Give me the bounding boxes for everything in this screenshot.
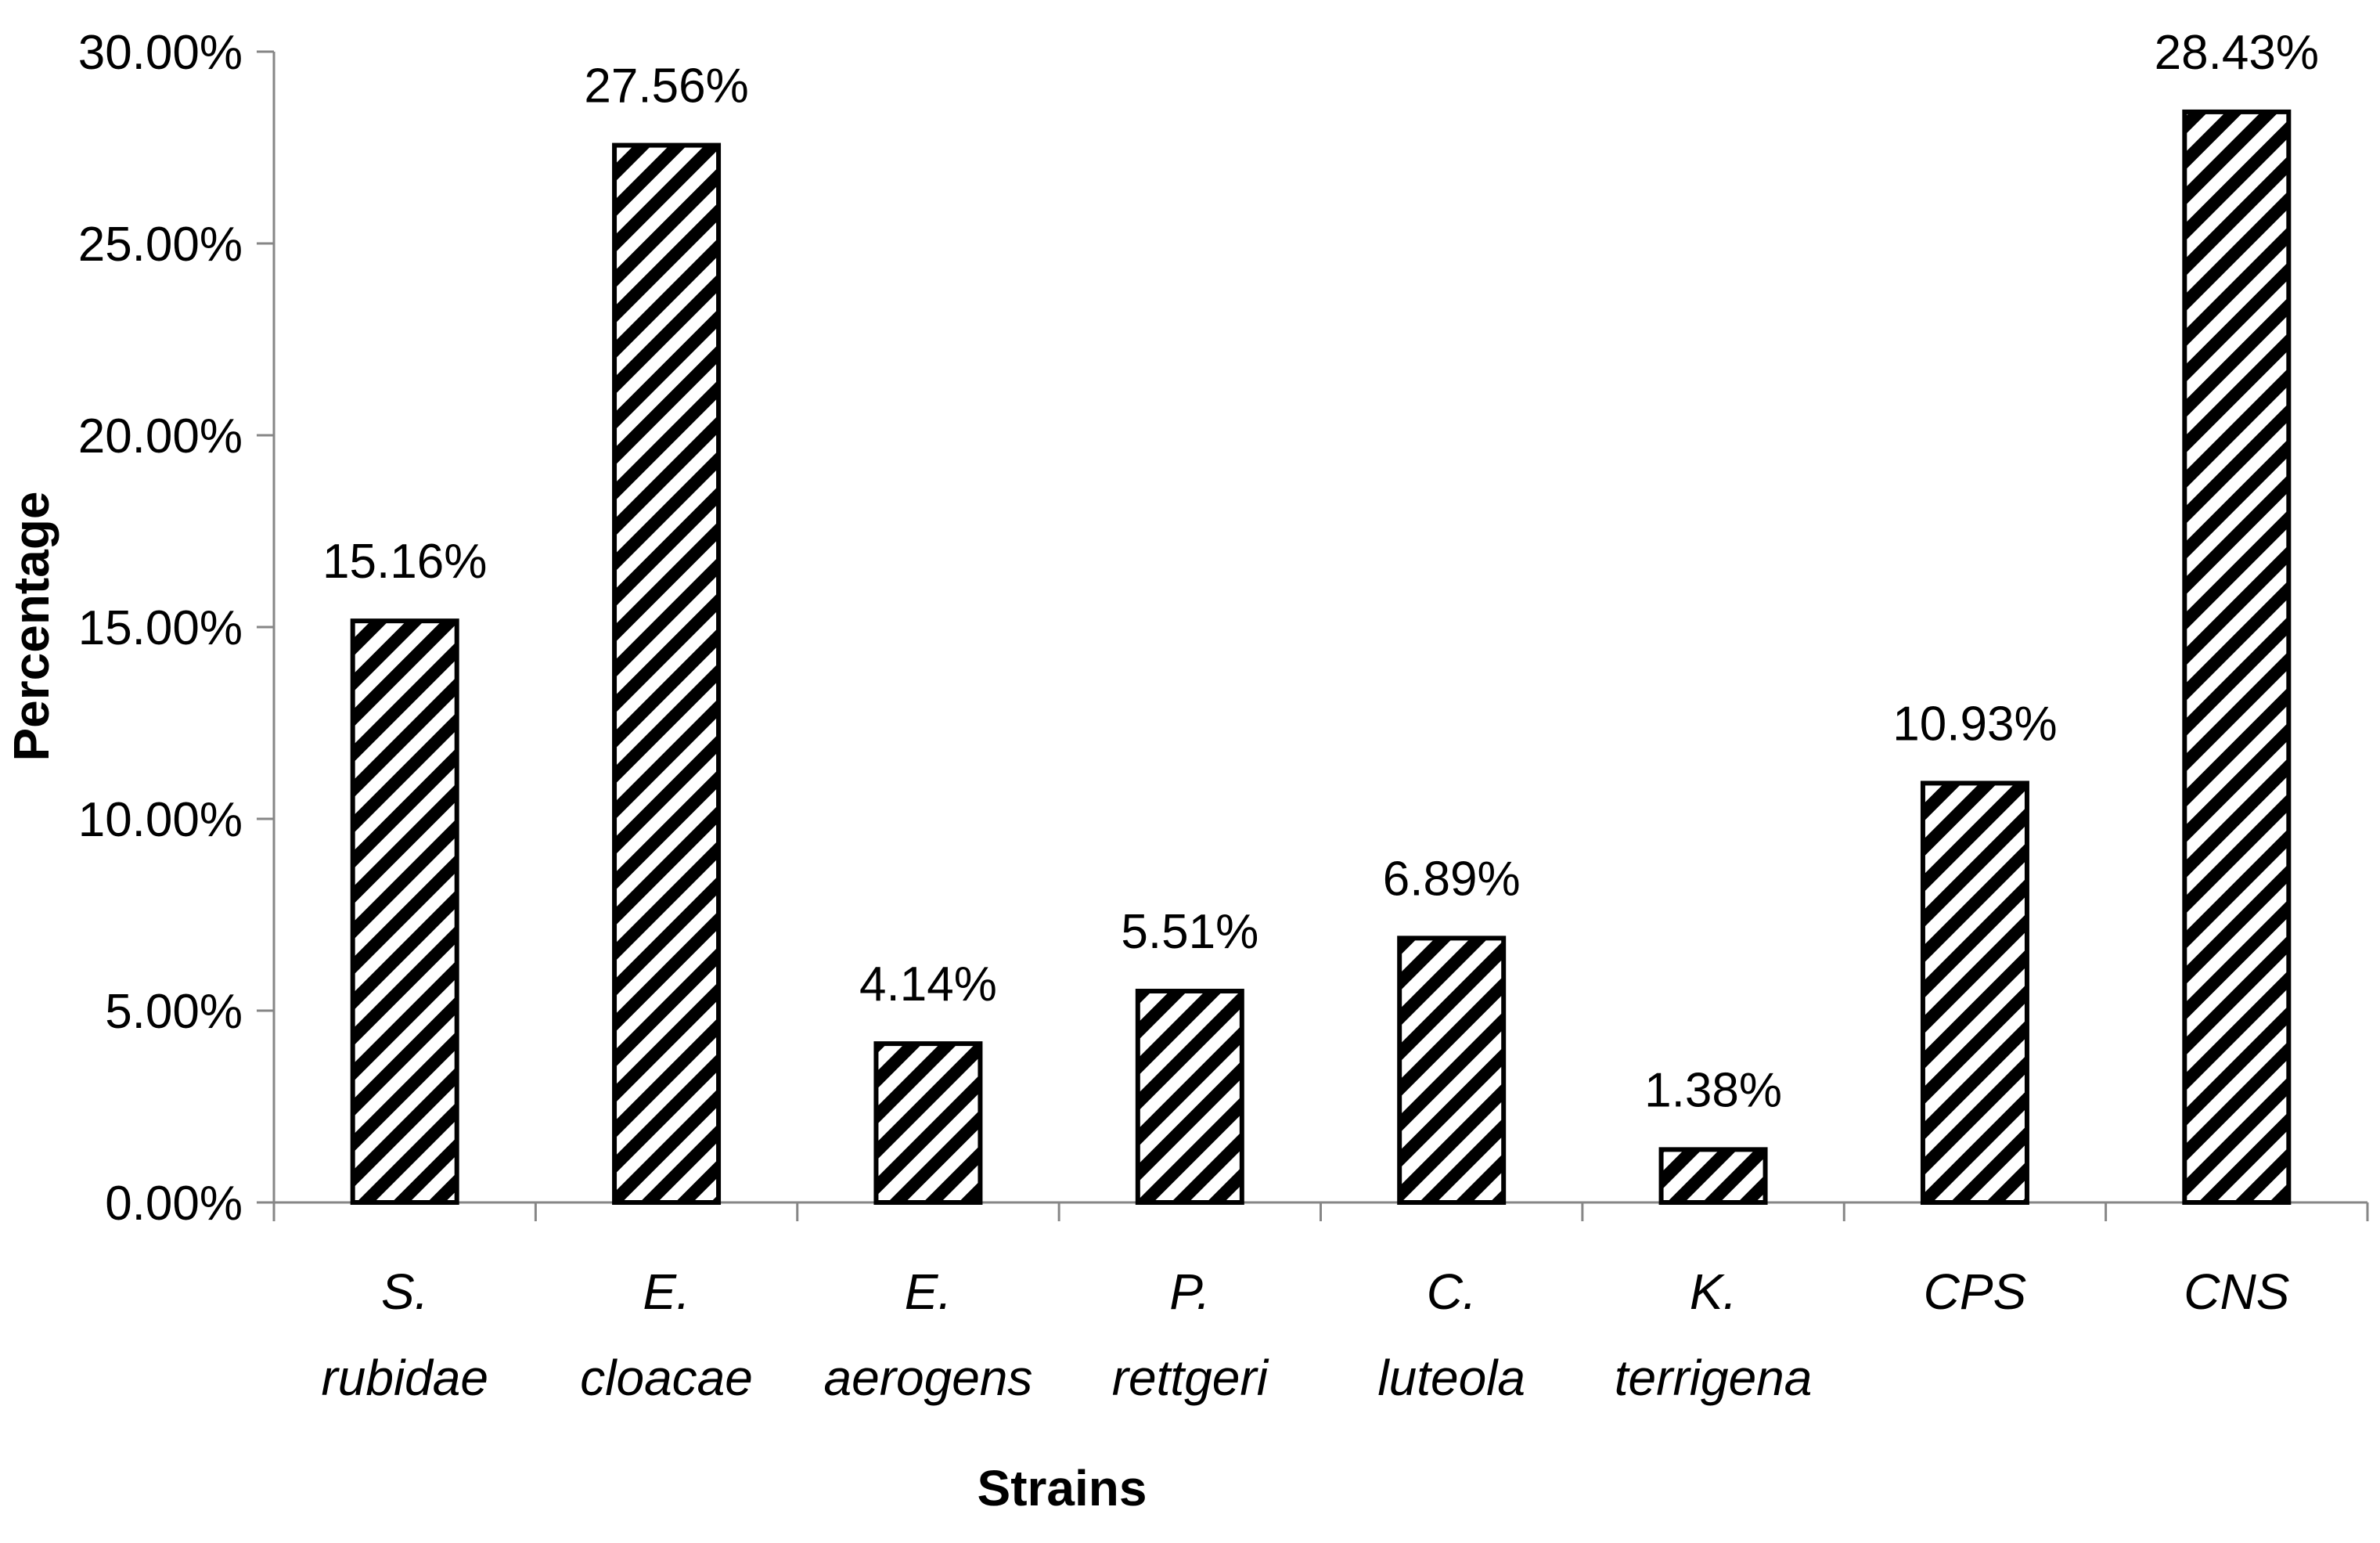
bar <box>1135 989 1244 1205</box>
bar <box>350 618 459 1205</box>
data-label: 15.16% <box>322 535 487 589</box>
data-label: 6.89% <box>1383 852 1521 906</box>
labels: 0.00% 5.00% 10.00% 15.00% 20.00% 25.00% 30.00%… <box>78 26 2319 1406</box>
category-label: cloacae <box>580 1350 753 1406</box>
data-label: 10.93% <box>1892 697 2057 751</box>
category-label: S. <box>381 1264 428 1320</box>
data-label: 4.14% <box>859 957 997 1011</box>
category-label: terrigena <box>1615 1350 1813 1406</box>
category-label: CPS <box>1924 1264 2027 1320</box>
category-label: C. <box>1427 1264 1477 1320</box>
category-label: E. <box>643 1264 690 1320</box>
bar <box>1920 781 2029 1205</box>
bar <box>612 142 722 1205</box>
category-label: P. <box>1169 1264 1210 1320</box>
bar <box>2182 109 2292 1205</box>
data-label: 28.43% <box>2155 26 2319 80</box>
category-label: K. <box>1690 1264 1737 1320</box>
y-axis-title: Percentage <box>3 491 59 761</box>
y-tick-label: 20.00% <box>78 409 243 463</box>
category-label: luteola <box>1377 1350 1525 1406</box>
category-label: E. <box>905 1264 952 1320</box>
bar <box>1658 1147 1768 1206</box>
data-label: 1.38% <box>1644 1063 1782 1117</box>
x-axis-title: Strains <box>978 1460 1147 1516</box>
y-tick-label: 10.00% <box>78 793 243 847</box>
y-tick-label: 30.00% <box>78 26 243 80</box>
bars <box>350 109 2292 1206</box>
category-label: rettgeri <box>1112 1350 1269 1406</box>
category-label: aerogens <box>824 1350 1033 1406</box>
data-label: 27.56% <box>584 59 748 114</box>
y-tick-label: 0.00% <box>105 1177 243 1231</box>
bar <box>1397 936 1507 1205</box>
bar <box>873 1041 983 1206</box>
category-label: rubidae <box>321 1350 488 1406</box>
category-label: CNS <box>2184 1264 2289 1320</box>
y-tick-label: 25.00% <box>78 218 243 272</box>
y-tick-label: 5.00% <box>105 985 243 1039</box>
data-label: 5.51% <box>1121 905 1258 959</box>
y-tick-label: 15.00% <box>78 601 243 655</box>
